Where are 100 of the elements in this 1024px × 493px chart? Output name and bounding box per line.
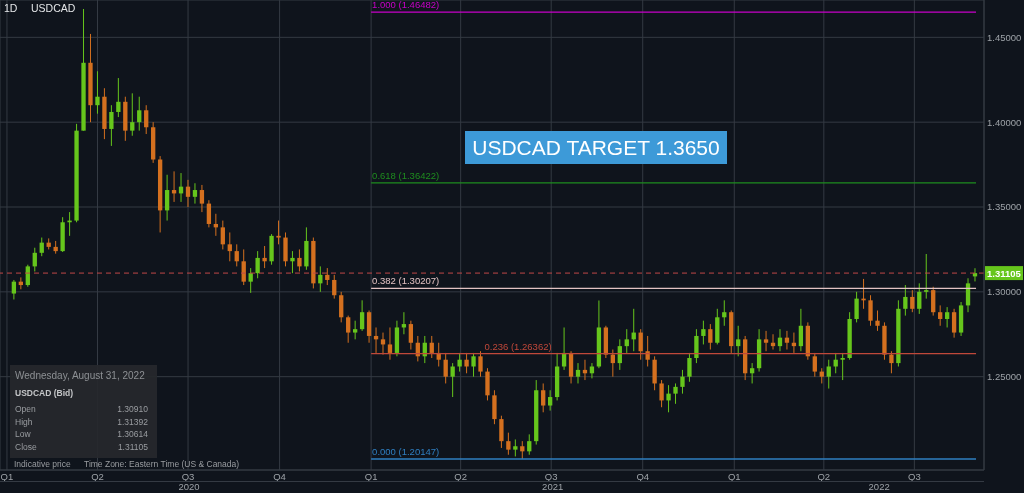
candlestick <box>199 184 205 213</box>
candlestick <box>130 92 135 137</box>
y-tick-label: 1.35000 <box>987 201 1022 213</box>
candlestick <box>192 182 198 205</box>
annotation: Wednesday, August 31, 2022 <box>15 370 145 381</box>
candlestick <box>798 308 804 352</box>
y-tick-label: 1.45000 <box>987 31 1022 43</box>
candlestick <box>39 237 44 257</box>
candlestick <box>346 315 351 344</box>
annotation: Low <box>15 429 31 439</box>
y-tick-label: 1.25000 <box>987 371 1022 383</box>
candlestick <box>332 274 337 300</box>
candlestick <box>506 432 511 456</box>
chart-title: USDCAD <box>31 2 76 14</box>
candlestick <box>262 245 267 269</box>
candlestick <box>408 320 414 351</box>
text: 2022 <box>868 481 890 492</box>
candlestick <box>137 96 142 132</box>
annotation: 1.31392 <box>117 416 148 427</box>
candlestick <box>144 104 149 135</box>
candlestick <box>854 291 859 323</box>
candlestick <box>666 384 671 413</box>
candlestick <box>763 330 769 352</box>
candlestick <box>910 289 915 313</box>
annotation: Time Zone: Eastern Time (US & Canada) <box>84 459 240 469</box>
candlestick <box>924 253 929 300</box>
candlestick <box>185 179 191 208</box>
series-label: 0.236 (1.26362) <box>484 340 552 352</box>
candlestick <box>694 328 699 364</box>
candlestick <box>499 415 504 449</box>
candlestick <box>283 231 288 267</box>
annotation: Open <box>15 404 36 414</box>
candlestick <box>673 382 678 405</box>
ref-line-label: 1.31105 <box>987 267 1022 279</box>
candlestick <box>276 220 281 245</box>
candlestick <box>485 367 490 401</box>
x-tick-label: Q2 <box>817 470 831 482</box>
x-tick-label: Q4 <box>636 470 650 482</box>
candlestick <box>464 352 469 374</box>
annotation: 1.30614 <box>117 429 148 439</box>
candlestick <box>659 379 664 408</box>
candlestick <box>749 362 755 384</box>
candlestick <box>652 355 657 391</box>
candlestick <box>826 359 831 390</box>
candlestick <box>589 362 595 379</box>
candlestick <box>938 304 943 327</box>
candlestick <box>206 199 212 228</box>
annotation: 1.31105 <box>117 441 148 452</box>
candlestick <box>255 250 260 279</box>
candlestick <box>875 310 880 332</box>
candlestick <box>471 352 476 378</box>
annotation: 1.30910 <box>117 404 148 414</box>
series-label: 0.000 (1.20147) <box>372 446 440 458</box>
text: 2021 <box>542 481 564 492</box>
candlestick <box>220 220 225 250</box>
candlestick <box>548 389 553 412</box>
candlestick <box>527 433 532 456</box>
candlestick <box>680 369 685 395</box>
candlestick <box>109 104 114 147</box>
candlestick <box>290 250 295 274</box>
x-tick-label: Q1 <box>0 470 14 482</box>
candlestick <box>736 325 741 357</box>
candlestick <box>164 174 170 222</box>
series-label: 0.382 (1.30207) <box>372 275 440 287</box>
candlestick <box>478 350 483 378</box>
candlestick <box>339 291 344 323</box>
candlestick <box>234 243 239 267</box>
annotation: USDCAD TARGET 1.3650 <box>465 131 727 164</box>
series-label: 1.000 (1.46482) <box>372 0 440 11</box>
text: 2020 <box>178 481 200 492</box>
y-tick-label: 1.40000 <box>987 116 1022 128</box>
candlestick <box>352 320 358 340</box>
candlestick <box>931 286 936 317</box>
candlestick <box>575 362 581 384</box>
y-tick-label: 1.30000 <box>987 286 1022 298</box>
candlestick <box>227 231 232 262</box>
candlestick <box>889 350 894 374</box>
candlestick <box>701 320 706 345</box>
candlestick <box>903 284 908 317</box>
candlestick <box>687 352 692 383</box>
candlestick <box>387 326 393 361</box>
candlestick <box>492 389 497 425</box>
chart-subtitle: 1D <box>4 2 18 14</box>
candlestick <box>784 330 790 351</box>
annotation: Indicative price <box>14 459 71 469</box>
x-tick-label: Q2 <box>91 470 104 482</box>
series-label: 0.618 (1.36422) <box>372 169 440 181</box>
candlestick <box>11 279 17 300</box>
candlestick <box>722 299 727 327</box>
candlestick <box>429 335 434 359</box>
candlestick <box>951 308 957 339</box>
candlestick <box>457 352 462 373</box>
candlestick <box>443 352 448 384</box>
candlestick <box>95 70 100 115</box>
candlestick <box>917 282 922 315</box>
candlestick <box>450 362 455 398</box>
candlestick <box>541 382 546 413</box>
candlestick <box>812 352 817 378</box>
candlestick <box>840 352 845 381</box>
candlestick <box>366 310 372 344</box>
